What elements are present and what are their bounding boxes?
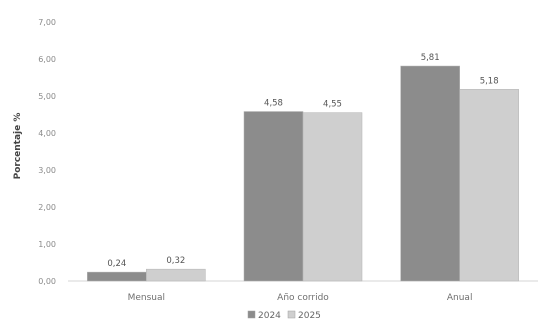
data-label: 5,81 — [421, 53, 440, 63]
data-label: 0,24 — [107, 259, 126, 269]
bar-2024 — [243, 111, 304, 282]
category-label: Anual — [447, 293, 473, 303]
bar-2024 — [400, 65, 460, 282]
bar-2025 — [146, 268, 206, 282]
y-tick-label: 1,00 — [38, 240, 56, 249]
category-label: Año corrido — [277, 293, 329, 303]
y-tick-label: 2,00 — [38, 203, 56, 212]
y-axis: 0,00 1,00 2,00 3,00 4,00 5,00 6,00 7,00 — [38, 18, 56, 286]
bar-2025 — [459, 89, 519, 282]
data-label: 0,32 — [166, 256, 185, 266]
data-label: 4,58 — [264, 99, 283, 109]
legend-swatch — [247, 310, 256, 319]
data-label: 4,55 — [323, 100, 342, 110]
y-tick-label: 0,00 — [38, 277, 56, 286]
y-tick-label: 6,00 — [38, 55, 56, 64]
legend-swatch — [287, 310, 296, 319]
legend-label: 2024 — [258, 311, 281, 321]
y-tick-label: 5,00 — [38, 92, 56, 101]
legend-label: 2025 — [298, 311, 321, 321]
data-labels: 0,24 0,32 4,58 4,55 5,81 5,18 — [107, 53, 498, 269]
bars — [87, 65, 519, 282]
bar-2024 — [87, 271, 147, 282]
y-tick-label: 3,00 — [38, 166, 56, 175]
y-tick-label: 4,00 — [38, 129, 56, 138]
data-label: 5,18 — [480, 76, 499, 86]
y-tick-label: 7,00 — [38, 18, 56, 27]
y-axis-title: Porcentaje % — [13, 113, 23, 180]
bar-2025 — [302, 112, 363, 282]
category-labels: Mensual Año corrido Anual — [128, 293, 473, 303]
category-label: Mensual — [128, 293, 165, 303]
legend: 2024 2025 — [247, 310, 321, 321]
